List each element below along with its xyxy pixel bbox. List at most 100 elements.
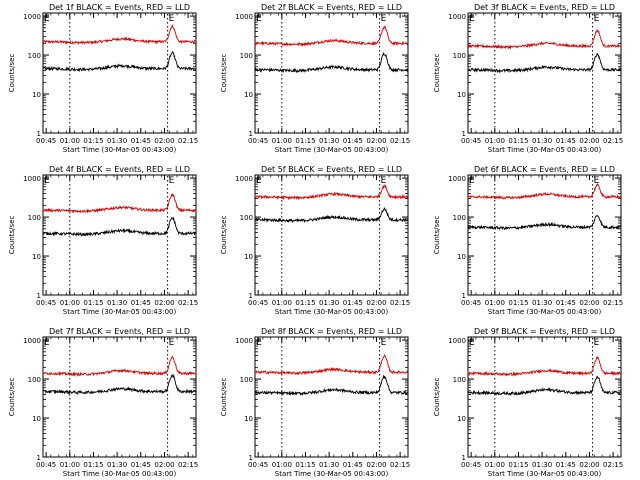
x-tick-label: 01:00: [272, 137, 292, 145]
panel-title: Det 8f BLACK = Events, RED = LLD: [261, 327, 402, 336]
x-tick-label: 02:00: [366, 461, 386, 469]
plot-frame: [467, 336, 622, 458]
lld-series-line: [467, 183, 622, 200]
x-axis-label: Start Time (30-Mar-05 00:43:00): [488, 308, 602, 316]
y-tick-label: 1: [249, 454, 253, 462]
x-tick-label: 01:45: [343, 299, 363, 307]
x-axis-label: Start Time (30-Mar-05 00:43:00): [275, 308, 389, 316]
x-tick-label: 00:45: [36, 299, 56, 307]
lld-series-line: [254, 184, 409, 201]
panel-3: Det 3f BLACK = Events, RED = LLD 1 10 100 10…: [433, 3, 623, 154]
x-axis-label: Start Time (30-Mar-05 00:43:00): [63, 308, 177, 316]
x-tick-label: 00:45: [461, 299, 481, 307]
x-tick-label: 00:45: [248, 461, 268, 469]
events-series-line: [254, 374, 409, 397]
panel-7: Det 7f BLACK = Events, RED = LLD 1 10 100 10…: [8, 327, 198, 478]
plot-frame: [42, 12, 197, 134]
x-tick-label: 01:00: [485, 461, 505, 469]
marker-label: E: [169, 338, 175, 348]
panel-title: Det 6f BLACK = Events, RED = LLD: [474, 165, 615, 174]
events-series-line: [254, 207, 409, 224]
panel-6: Det 6f BLACK = Events, RED = LLD 1 10 100 10…: [433, 165, 623, 316]
panel-title: Det 9f BLACK = Events, RED = LLD: [474, 327, 615, 336]
x-tick-label: 01:15: [508, 137, 528, 145]
y-tick-label: 1000: [448, 13, 466, 21]
y-tick-label: 1: [462, 454, 466, 462]
x-tick-label: 01:45: [556, 137, 576, 145]
events-series-line: [42, 216, 197, 238]
y-axis-label: Counts/sec: [8, 216, 16, 255]
x-tick-label: 02:00: [579, 137, 599, 145]
y-axis-label: Counts/sec: [220, 216, 228, 255]
y-axis-label: Counts/sec: [8, 378, 16, 417]
plot-frame: [467, 12, 622, 134]
y-axis-label: Counts/sec: [433, 378, 441, 417]
events-series-line: [467, 375, 622, 396]
x-tick-label: 00:45: [248, 137, 268, 145]
x-tick-label: 02:15: [390, 461, 410, 469]
y-tick-label: 1: [37, 454, 41, 462]
y-axis-label: Counts/sec: [8, 54, 16, 93]
marker-label: E: [44, 14, 50, 24]
y-tick-label: 1: [462, 292, 466, 300]
y-tick-label: 100: [453, 52, 466, 60]
y-axis-label: Counts/sec: [433, 54, 441, 93]
marker-label: E: [594, 14, 600, 24]
lld-series-line: [467, 28, 622, 50]
x-tick-label: 01:15: [295, 299, 315, 307]
panel-8: Det 8f BLACK = Events, RED = LLD 1 10 100 10…: [220, 327, 410, 478]
lld-series-line: [42, 193, 197, 214]
plot-frame: [42, 336, 197, 458]
x-tick-label: 01:00: [485, 137, 505, 145]
x-tick-label: 01:30: [532, 461, 552, 469]
x-tick-label: 01:00: [60, 137, 80, 145]
lld-series-line: [254, 354, 409, 376]
x-tick-label: 01:15: [508, 461, 528, 469]
x-tick-label: 02:15: [178, 137, 198, 145]
y-tick-label: 1: [37, 130, 41, 138]
x-tick-label: 02:15: [178, 299, 198, 307]
events-series-line: [42, 51, 197, 73]
x-tick-label: 01:00: [272, 299, 292, 307]
x-tick-label: 01:00: [485, 299, 505, 307]
panel-title: Det 7f BLACK = Events, RED = LLD: [49, 327, 190, 336]
x-axis-label: Start Time (30-Mar-05 00:43:00): [275, 146, 389, 154]
marker-label: E: [594, 338, 600, 348]
x-tick-label: 01:45: [131, 299, 151, 307]
panel-title: Det 4f BLACK = Events, RED = LLD: [49, 165, 190, 174]
x-tick-label: 01:15: [83, 137, 103, 145]
y-tick-label: 10: [32, 91, 41, 99]
marker-label: E: [44, 338, 50, 348]
marker-label: E: [469, 338, 475, 348]
y-tick-label: 1: [249, 292, 253, 300]
marker-label: E: [256, 14, 262, 24]
x-axis-label: Start Time (30-Mar-05 00:43:00): [488, 146, 602, 154]
x-tick-label: 01:30: [319, 137, 339, 145]
y-tick-label: 1000: [23, 175, 41, 183]
x-tick-label: 01:45: [556, 461, 576, 469]
x-tick-label: 01:00: [60, 299, 80, 307]
x-tick-label: 00:45: [36, 461, 56, 469]
x-tick-label: 02:15: [390, 299, 410, 307]
y-tick-label: 1000: [23, 337, 41, 345]
y-tick-label: 1000: [448, 337, 466, 345]
x-tick-label: 02:00: [154, 137, 174, 145]
y-tick-label: 1000: [235, 175, 253, 183]
y-tick-label: 10: [244, 415, 253, 423]
y-tick-label: 10: [32, 415, 41, 423]
y-tick-label: 1: [37, 292, 41, 300]
plot-frame: [254, 336, 409, 458]
y-tick-label: 100: [453, 214, 466, 222]
marker-label: E: [256, 176, 262, 186]
x-tick-label: 02:15: [603, 461, 623, 469]
y-tick-label: 1000: [448, 175, 466, 183]
x-tick-label: 01:30: [107, 137, 127, 145]
x-tick-label: 01:15: [508, 299, 528, 307]
plot-frame: [254, 174, 409, 296]
panel-4: Det 4f BLACK = Events, RED = LLD 1 10 100 10…: [8, 165, 198, 316]
lld-series-line: [254, 24, 409, 47]
events-series-line: [467, 214, 622, 231]
y-tick-label: 100: [240, 376, 253, 384]
x-tick-label: 00:45: [461, 137, 481, 145]
